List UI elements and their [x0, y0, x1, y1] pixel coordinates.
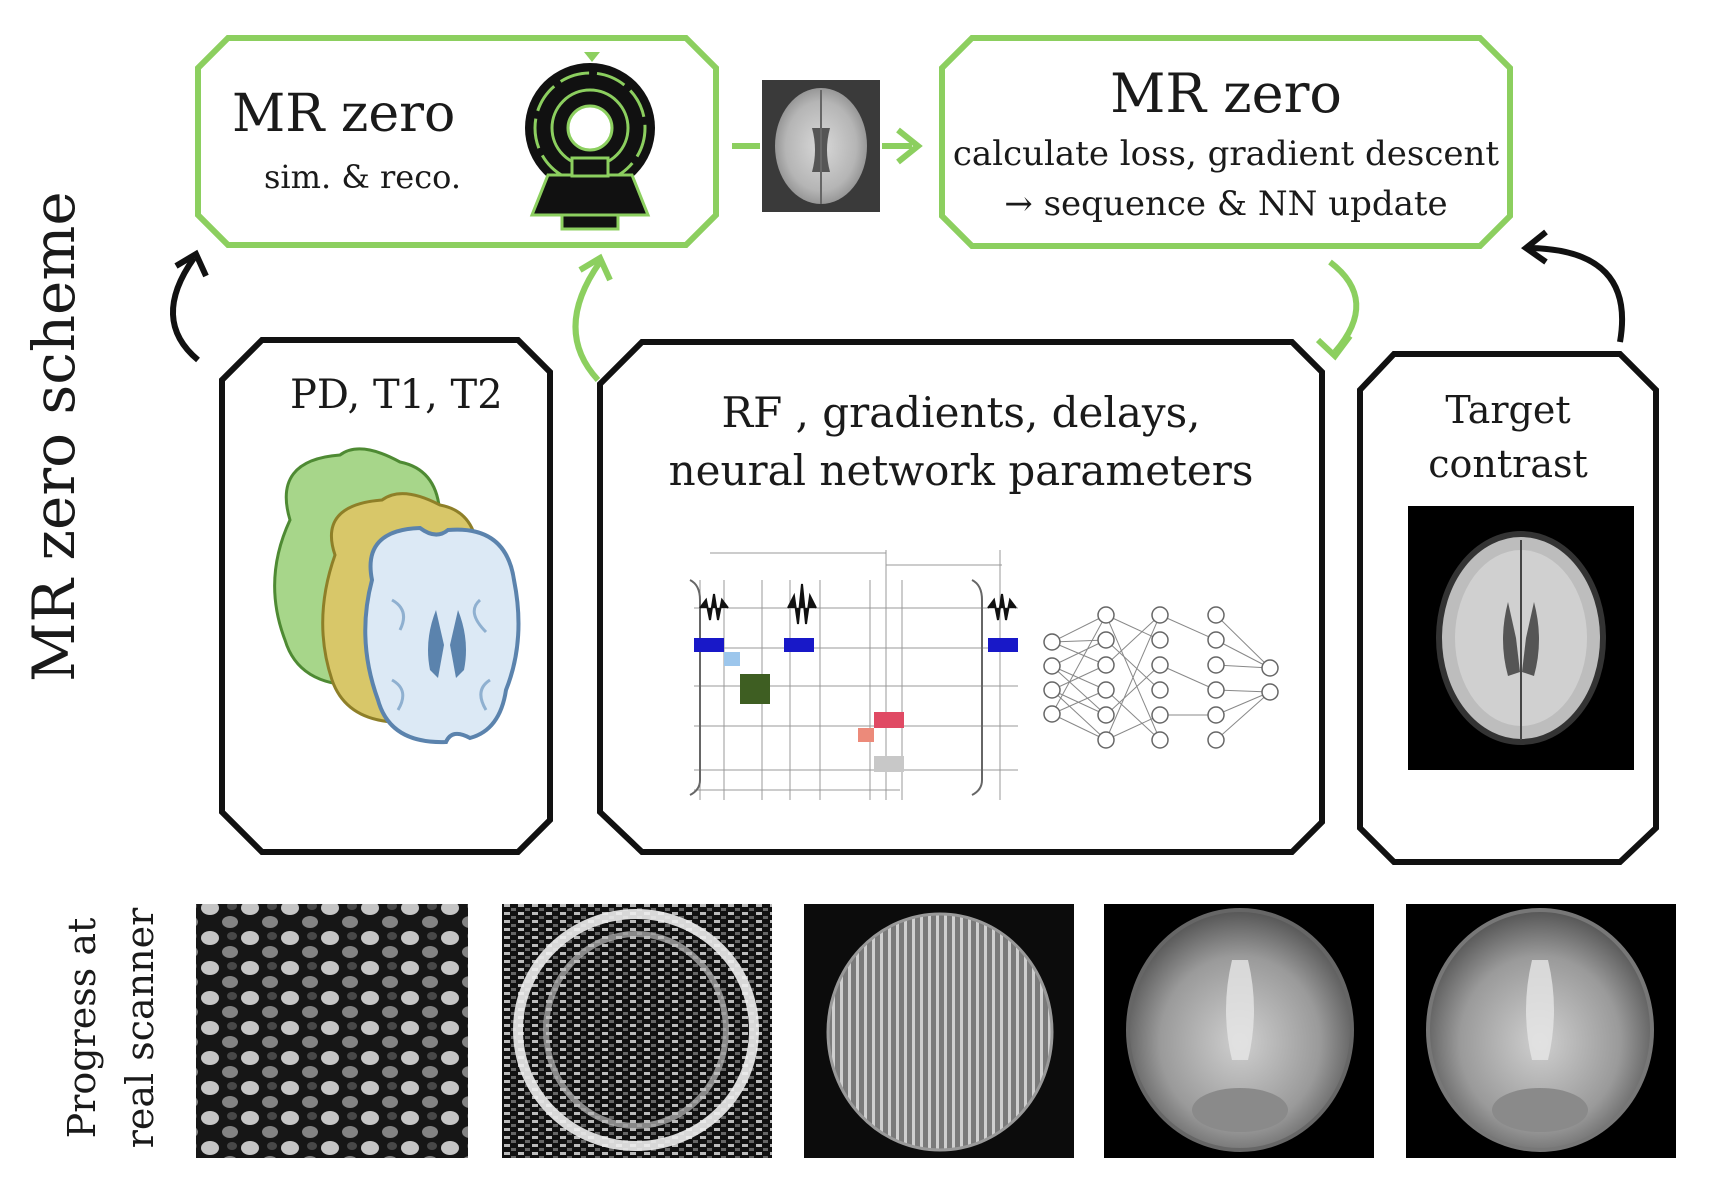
- scheme-title: MR zero scheme: [20, 191, 88, 682]
- arrow-tissue-to-sim: [170, 249, 209, 363]
- progress-image-3: [804, 904, 1074, 1158]
- target-box-line1: Target: [1445, 388, 1571, 432]
- target-box-line2: contrast: [1428, 442, 1588, 486]
- gradient-blocks: [694, 638, 1018, 772]
- loss-box-line2: → sequence & NN update: [1004, 184, 1448, 224]
- tissue-box-title: PD, T1, T2: [290, 372, 503, 418]
- tissue-maps-icon: [273, 447, 521, 745]
- loss-box-border: [939, 35, 1513, 249]
- neural-network-nodes: [1043, 606, 1279, 749]
- loss-box-line1: calculate loss, gradient descent: [952, 134, 1500, 174]
- arrow-to-loss-box: [732, 127, 923, 165]
- progress-image-1: [196, 904, 468, 1158]
- neural-network-icon: [1051, 614, 1271, 741]
- loss-box-title: MR zero: [1110, 62, 1342, 125]
- target-contrast-image: [1408, 506, 1634, 770]
- rf-pulses: [699, 583, 1017, 625]
- sim-box-subtitle: sim. & reco.: [264, 158, 462, 196]
- sim-box-title: MR zero: [232, 84, 456, 144]
- progress-label-line1: Progress at: [60, 917, 104, 1139]
- arrow-loss-to-params: [1315, 259, 1360, 361]
- params-box-border: [597, 339, 1325, 855]
- scanner-icon: [525, 52, 655, 231]
- params-box-line1: RF , gradients, delays,: [721, 388, 1201, 437]
- arrow-params-to-sim: [572, 253, 613, 383]
- progress-image-2: [502, 904, 772, 1158]
- progress-label-line2: real scanner: [118, 907, 162, 1149]
- reconstructed-image-thumbnail: [762, 80, 880, 212]
- arrow-target-to-loss: [1520, 229, 1626, 343]
- progress-image-4: [1104, 904, 1374, 1158]
- params-box-line2: neural network parameters: [668, 446, 1254, 495]
- progress-image-5: [1406, 904, 1676, 1158]
